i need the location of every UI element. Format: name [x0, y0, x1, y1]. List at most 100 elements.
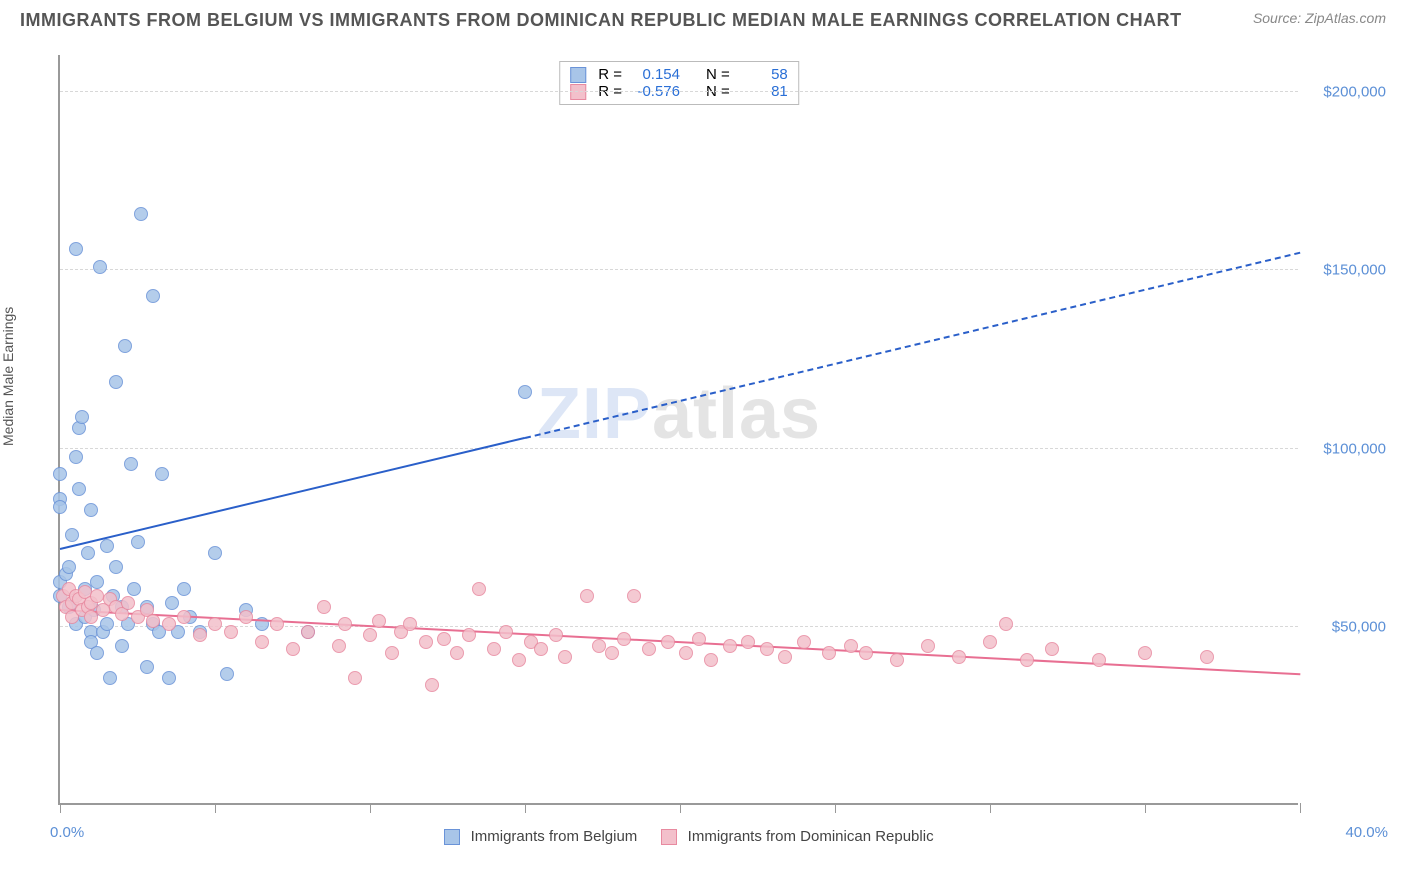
data-point [127, 582, 141, 596]
x-tick [215, 803, 216, 813]
data-point [255, 635, 269, 649]
r-label-0: R = [598, 66, 622, 83]
data-point [81, 546, 95, 560]
data-point [165, 596, 179, 610]
data-point [1138, 646, 1152, 660]
data-point [778, 650, 792, 664]
source-attribution: Source: ZipAtlas.com [1253, 10, 1386, 26]
x-tick [1300, 803, 1301, 813]
data-point [363, 628, 377, 642]
data-point [53, 500, 67, 514]
data-point [1020, 653, 1034, 667]
data-point [450, 646, 464, 660]
r-value-0: 0.154 [630, 66, 680, 83]
data-point [109, 375, 123, 389]
bottom-swatch-1 [661, 829, 677, 845]
y-tick-label: $50,000 [1306, 619, 1386, 636]
data-point [146, 614, 160, 628]
x-tick [990, 803, 991, 813]
chart-title: IMMIGRANTS FROM BELGIUM VS IMMIGRANTS FR… [20, 10, 1182, 31]
source-prefix: Source: [1253, 10, 1305, 26]
trend-line [525, 251, 1300, 438]
data-point [84, 503, 98, 517]
data-point [338, 617, 352, 631]
n-value-0: 58 [738, 66, 788, 83]
data-point [90, 646, 104, 660]
data-point [1200, 650, 1214, 664]
data-point [162, 671, 176, 685]
data-point [661, 635, 675, 649]
data-point [155, 467, 169, 481]
data-point [332, 639, 346, 653]
data-point [118, 339, 132, 353]
data-point [372, 614, 386, 628]
data-point [75, 410, 89, 424]
data-point [679, 646, 693, 660]
gridline-h: $50,000 [60, 626, 1298, 627]
data-point [580, 589, 594, 603]
data-point [487, 642, 501, 656]
watermark-left: ZIP [537, 374, 652, 454]
data-point [146, 289, 160, 303]
data-point [100, 539, 114, 553]
data-point [134, 207, 148, 221]
x-tick [680, 803, 681, 813]
data-point [53, 467, 67, 481]
gridline-h: $100,000 [60, 448, 1298, 449]
data-point [741, 635, 755, 649]
data-point [952, 650, 966, 664]
bottom-legend-label-1: Immigrants from Dominican Republic [688, 828, 934, 845]
data-point [162, 617, 176, 631]
x-tick [60, 803, 61, 813]
data-point [208, 617, 222, 631]
data-point [549, 628, 563, 642]
data-point [822, 646, 836, 660]
data-point [419, 635, 433, 649]
x-axis-max-label: 40.0% [1345, 824, 1388, 841]
data-point [140, 660, 154, 674]
data-point [69, 242, 83, 256]
data-point [220, 667, 234, 681]
data-point [558, 650, 572, 664]
data-point [239, 610, 253, 624]
bottom-swatch-0 [444, 829, 460, 845]
data-point [177, 610, 191, 624]
bottom-legend: Immigrants from Belgium Immigrants from … [60, 828, 1298, 845]
y-tick-label: $100,000 [1306, 440, 1386, 457]
legend-swatch-0 [570, 67, 586, 83]
data-point [617, 632, 631, 646]
data-point [208, 546, 222, 560]
chart-header: IMMIGRANTS FROM BELGIUM VS IMMIGRANTS FR… [0, 0, 1406, 31]
data-point [286, 642, 300, 656]
data-point [403, 617, 417, 631]
data-point [90, 575, 104, 589]
data-point [518, 385, 532, 399]
data-point [317, 600, 331, 614]
scatter-chart: ZIPatlas R = 0.154 N = 58 R = -0.576 N =… [58, 55, 1298, 805]
data-point [100, 617, 114, 631]
n-label-0: N = [706, 66, 730, 83]
data-point [1092, 653, 1106, 667]
data-point [124, 457, 138, 471]
data-point [121, 596, 135, 610]
data-point [93, 260, 107, 274]
data-point [1045, 642, 1059, 656]
data-point [72, 482, 86, 496]
data-point [270, 617, 284, 631]
data-point [115, 639, 129, 653]
data-point [627, 589, 641, 603]
trend-line [60, 437, 525, 550]
data-point [605, 646, 619, 660]
data-point [109, 560, 123, 574]
data-point [69, 450, 83, 464]
data-point [131, 535, 145, 549]
data-point [859, 646, 873, 660]
data-point [534, 642, 548, 656]
data-point [704, 653, 718, 667]
data-point [62, 560, 76, 574]
data-point [224, 625, 238, 639]
y-tick-label: $150,000 [1306, 262, 1386, 279]
x-tick [525, 803, 526, 813]
data-point [462, 628, 476, 642]
data-point [65, 528, 79, 542]
